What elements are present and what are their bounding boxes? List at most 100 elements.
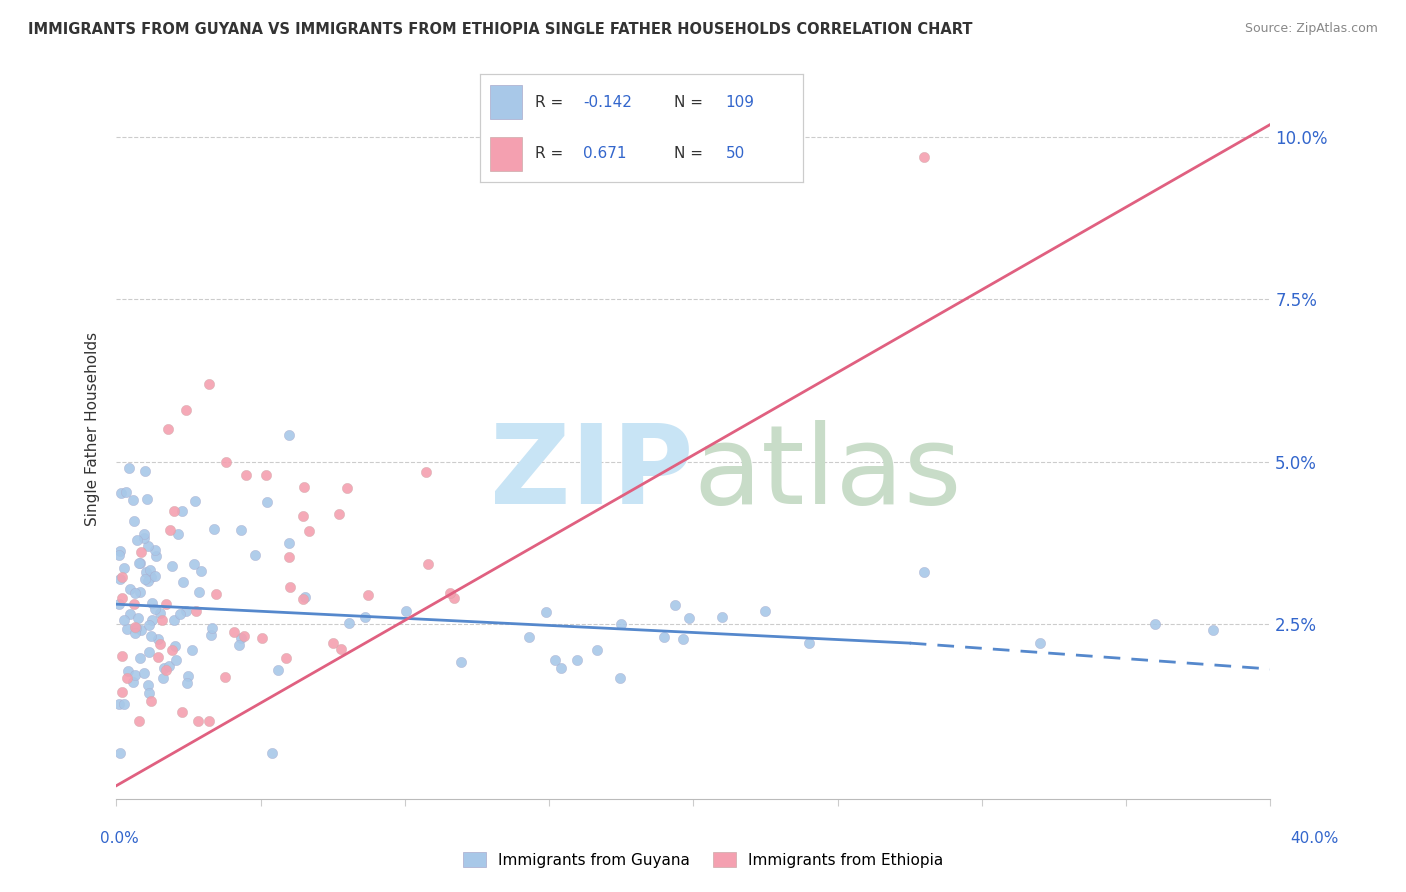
Point [291,509,314,524]
Point [190,564,212,578]
Point [141,570,163,584]
Point [187,714,209,728]
Point [322,635,344,649]
Point [149,637,172,651]
Point [565,653,588,667]
Point [169,607,191,621]
Point [202,522,225,536]
Point [110,485,132,500]
Point [136,492,159,507]
Point [125,621,148,635]
Point [450,655,472,669]
Point [228,638,250,652]
Point [1201,623,1223,637]
Point [176,604,198,618]
Point [118,461,141,475]
Point [664,599,686,613]
Point [132,665,155,680]
Point [222,625,245,640]
Point [138,645,160,659]
Point [108,543,131,558]
Point [198,714,221,728]
Point [167,526,190,541]
Point [162,504,184,518]
Point [187,585,209,599]
Point [153,661,176,675]
Point [172,705,194,719]
Point [394,605,416,619]
Point [415,465,437,479]
Point [143,602,166,616]
Point [1028,636,1050,650]
Point [121,493,143,508]
Point [134,572,156,586]
Point [128,556,150,570]
Point [165,653,187,667]
Point [124,620,146,634]
Point [329,641,352,656]
Point [150,614,173,628]
Point [254,467,277,482]
Point [155,663,177,677]
Point [585,643,607,657]
Point [337,615,360,630]
Point [336,481,359,495]
Point [146,649,169,664]
Point [215,454,238,468]
Point [357,588,380,602]
Point [163,613,186,627]
Point [235,467,257,482]
Point [912,150,935,164]
Point [610,616,633,631]
Point [214,670,236,684]
Point [138,618,160,632]
Point [278,581,301,595]
Point [543,653,565,667]
Point [120,607,142,621]
Point [298,524,321,538]
Point [197,376,219,391]
Point [292,481,315,495]
Point [143,543,166,558]
Point [157,422,180,436]
Point [129,650,152,665]
Point [183,557,205,571]
Point [155,597,177,611]
Point [112,697,135,711]
Point [141,613,163,627]
Point [229,524,252,538]
Point [111,685,134,699]
Point [115,671,138,685]
Point [149,607,172,621]
Point [136,678,159,692]
Point [115,622,138,636]
Point [128,714,150,728]
Point [678,611,700,625]
Point [145,549,167,564]
Point [267,663,290,677]
Point [122,597,145,611]
Point [291,591,314,606]
Point [229,631,252,645]
Point [184,604,207,618]
Point [110,747,132,761]
Point [108,697,131,711]
Point [294,590,316,604]
Point [157,659,180,673]
Point [671,632,693,647]
Point [112,614,135,628]
Point [245,548,267,562]
Point [129,584,152,599]
Point [912,565,935,579]
Point [201,621,224,635]
Point [122,514,145,528]
Point [160,558,183,573]
Point [146,632,169,647]
Point [108,598,131,612]
Point [172,575,194,590]
Point [200,628,222,642]
Point [108,548,131,562]
Text: ZIP: ZIP [489,420,693,527]
Point [278,536,301,550]
Point [135,565,157,579]
